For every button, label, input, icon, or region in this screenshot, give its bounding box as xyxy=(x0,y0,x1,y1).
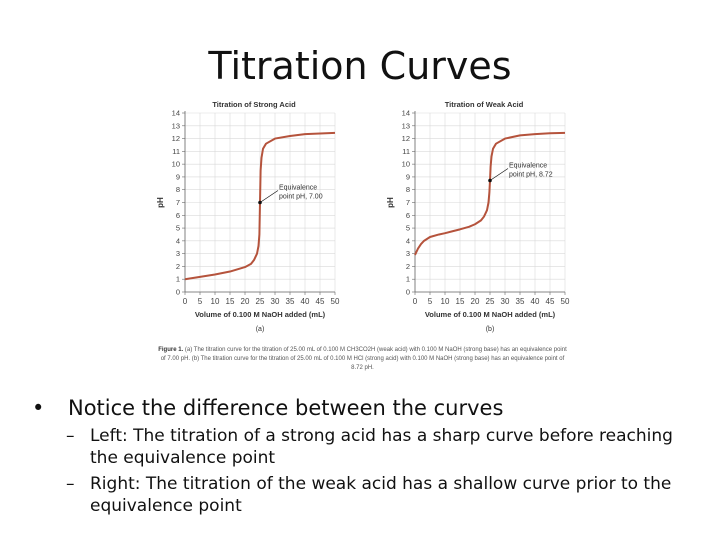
x-tick-label: 15 xyxy=(456,297,465,306)
y-tick-label: 11 xyxy=(172,147,180,156)
y-tick-label: 2 xyxy=(176,262,180,271)
y-tick-label: 0 xyxy=(176,288,180,297)
y-tick-label: 5 xyxy=(406,224,410,233)
annotation-leader-line xyxy=(489,168,509,181)
y-axis-label: pH xyxy=(386,197,395,208)
y-tick-label: 10 xyxy=(402,160,410,169)
dash-icon: – xyxy=(66,474,75,494)
x-tick-label: 5 xyxy=(198,297,203,306)
figure-caption-label: Figure 1. xyxy=(158,347,184,353)
x-tick-label: 50 xyxy=(561,297,570,306)
x-tick-label: 10 xyxy=(441,297,450,306)
x-tick-label: 30 xyxy=(501,297,510,306)
bullet-list: • Notice the difference between the curv… xyxy=(30,395,700,521)
slide-title: Titration Curves xyxy=(208,44,512,88)
panel-label: (a) xyxy=(256,326,265,333)
y-tick-label: 7 xyxy=(406,198,410,207)
x-tick-label: 40 xyxy=(531,297,540,306)
y-axis-label: pH xyxy=(156,197,165,208)
x-tick-label: 50 xyxy=(331,297,340,306)
bullet-main-item: • Notice the difference between the curv… xyxy=(30,395,700,421)
panel-label: (b) xyxy=(486,326,495,333)
annotation-text-line1: Equivalence xyxy=(509,163,547,170)
y-tick-label: 13 xyxy=(402,121,410,130)
y-tick-label: 8 xyxy=(176,185,180,194)
x-tick-label: 35 xyxy=(286,297,295,306)
y-tick-label: 11 xyxy=(402,147,410,156)
y-tick-label: 1 xyxy=(176,275,180,284)
y-tick-label: 1 xyxy=(406,275,410,284)
y-tick-label: 14 xyxy=(402,109,410,118)
chart-title: Titration of Weak Acid xyxy=(445,100,524,109)
x-tick-label: 0 xyxy=(183,297,188,306)
figure-caption: Figure 1. (a) The titration curve for th… xyxy=(155,346,570,373)
x-tick-label: 25 xyxy=(256,297,265,306)
dash-icon: – xyxy=(66,426,75,446)
x-tick-label: 45 xyxy=(546,297,555,306)
sub-bullet-item-right: – Right: The titration of the weak acid … xyxy=(66,473,700,517)
annotation-text-line1: Equivalence xyxy=(279,185,317,192)
y-tick-label: 14 xyxy=(172,109,180,118)
titration-curve-line xyxy=(184,131,336,281)
x-tick-label: 15 xyxy=(226,297,235,306)
bullet-main-text: Notice the difference between the curves xyxy=(68,396,504,420)
x-axis-label: Volume of 0.100 M NaOH added (mL) xyxy=(195,310,326,319)
y-tick-label: 2 xyxy=(406,262,410,271)
y-tick-label: 8 xyxy=(406,185,410,194)
x-tick-label: 30 xyxy=(271,297,280,306)
annotation-text-line2: point pH, 8.72 xyxy=(509,172,553,179)
y-tick-label: 9 xyxy=(176,172,180,181)
titration-curve-line xyxy=(414,131,566,256)
annotation-text-line2: point pH, 7.00 xyxy=(279,194,323,201)
y-tick-label: 5 xyxy=(176,224,180,233)
y-tick-label: 3 xyxy=(406,249,410,258)
y-tick-label: 10 xyxy=(172,160,180,169)
x-tick-label: 20 xyxy=(471,297,480,306)
x-tick-label: 25 xyxy=(486,297,495,306)
x-tick-label: 20 xyxy=(241,297,250,306)
chart-title: Titration of Strong Acid xyxy=(212,100,296,109)
y-tick-label: 7 xyxy=(176,198,180,207)
sub-bullet-item-left: – Left: The titration of a strong acid h… xyxy=(66,425,700,469)
equivalence-point-marker xyxy=(488,178,492,183)
equivalence-point-marker xyxy=(258,200,262,205)
annotation-leader-line xyxy=(259,190,279,203)
x-tick-label: 45 xyxy=(316,297,325,306)
sub-bullet-text-right: Right: The titration of the weak acid ha… xyxy=(90,474,672,516)
figure-caption-text: (a) The titration curve for the titratio… xyxy=(160,347,567,371)
x-tick-label: 5 xyxy=(428,297,433,306)
y-tick-label: 13 xyxy=(172,121,180,130)
sub-bullet-list: – Left: The titration of a strong acid h… xyxy=(30,425,700,517)
y-tick-label: 6 xyxy=(176,211,180,220)
y-tick-label: 0 xyxy=(406,288,410,297)
y-tick-label: 9 xyxy=(406,172,410,181)
x-tick-label: 0 xyxy=(413,297,418,306)
y-tick-label: 3 xyxy=(176,249,180,258)
x-tick-label: 35 xyxy=(516,297,525,306)
sub-bullet-text-left: Left: The titration of a strong acid has… xyxy=(90,426,673,468)
bullet-dot-icon: • xyxy=(32,396,45,420)
y-tick-label: 4 xyxy=(176,236,180,245)
y-tick-label: 12 xyxy=(172,134,180,143)
x-axis-label: Volume of 0.100 M NaOH added (mL) xyxy=(425,310,556,319)
y-tick-label: 4 xyxy=(406,236,410,245)
x-tick-label: 40 xyxy=(301,297,310,306)
x-tick-label: 10 xyxy=(211,297,220,306)
y-tick-label: 12 xyxy=(402,134,410,143)
y-tick-label: 6 xyxy=(406,211,410,220)
